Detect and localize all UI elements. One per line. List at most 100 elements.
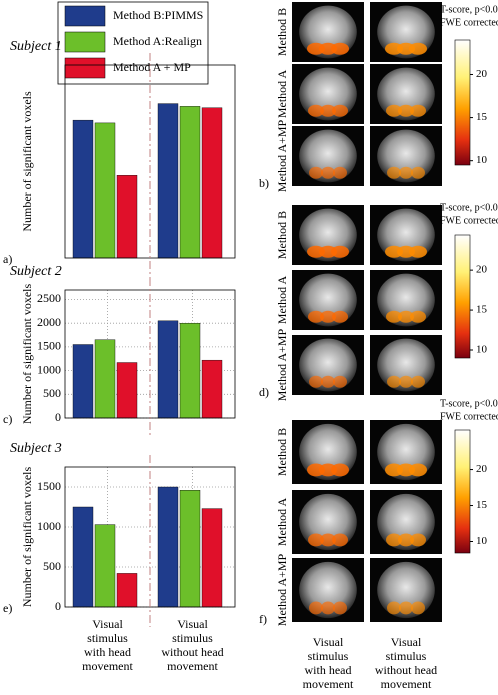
bar xyxy=(72,506,94,608)
activation xyxy=(410,533,426,547)
activation xyxy=(321,375,335,388)
panel-label: e) xyxy=(3,601,12,615)
row-label: Method B xyxy=(275,428,289,476)
activation xyxy=(411,166,425,179)
bar xyxy=(94,524,116,608)
activation xyxy=(331,42,349,55)
legend-swatch xyxy=(64,31,106,53)
bar xyxy=(157,320,179,419)
y-tick-label: 1000 xyxy=(37,519,61,533)
y-tick-label: 0 xyxy=(55,410,61,424)
y-axis-label: Number of significant voxels xyxy=(20,284,34,425)
activation xyxy=(333,166,347,179)
chart-title: Subject 1 xyxy=(10,39,62,54)
colorbar-title: FWE corrected xyxy=(440,215,498,226)
activation xyxy=(321,166,335,179)
activation xyxy=(321,601,335,615)
legend-label: Method A + MP xyxy=(113,60,191,74)
colorbar-tick-label: 15 xyxy=(476,499,488,511)
y-tick-label: 2000 xyxy=(37,315,61,329)
bar xyxy=(94,339,116,419)
activation xyxy=(398,533,414,547)
activation xyxy=(386,310,402,323)
activation xyxy=(320,310,336,323)
colorbar-tick-label: 15 xyxy=(476,304,488,316)
activation xyxy=(387,601,401,615)
bar xyxy=(94,122,116,259)
colorbar-title: T-score, p<0.05, xyxy=(440,4,498,15)
y-tick-label: 500 xyxy=(43,559,61,573)
column-label: Visual stimulus without head movement xyxy=(375,635,437,691)
y-tick-label: 0 xyxy=(55,599,61,613)
y-axis-label: Number of significant voxels xyxy=(20,91,34,232)
bar xyxy=(72,119,94,259)
y-axis-label: Number of significant voxels xyxy=(20,467,34,608)
activation xyxy=(399,601,413,615)
panel-label: b) xyxy=(259,176,269,190)
colorbar-tick-label: 10 xyxy=(476,344,488,356)
bar xyxy=(201,508,223,608)
activation xyxy=(332,533,348,547)
activation xyxy=(399,375,413,388)
colorbar-title: FWE corrected xyxy=(440,17,498,28)
bar xyxy=(157,486,179,608)
colorbar-tick-label: 20 xyxy=(476,264,488,276)
bar xyxy=(179,322,201,419)
colorbar xyxy=(454,39,471,166)
row-label: Method B xyxy=(275,8,289,56)
activation xyxy=(409,42,427,55)
row-label: Method A+MP xyxy=(275,119,289,192)
row-label: Method A+MP xyxy=(275,553,289,626)
activation xyxy=(320,533,336,547)
activation xyxy=(386,104,402,117)
activation xyxy=(399,166,413,179)
colorbar xyxy=(454,429,471,554)
activation xyxy=(309,601,323,615)
bar xyxy=(116,362,138,419)
activation xyxy=(411,601,425,615)
activation xyxy=(333,601,347,615)
activation xyxy=(398,310,414,323)
activation xyxy=(386,533,402,547)
bar xyxy=(157,103,179,259)
y-tick-label: 500 xyxy=(43,386,61,400)
bar xyxy=(201,107,223,259)
colorbar-tick-label: 20 xyxy=(476,68,488,80)
activation xyxy=(308,310,324,323)
bar xyxy=(179,490,201,608)
colorbar-tick-label: 20 xyxy=(476,463,488,475)
colorbar-title: FWE corrected xyxy=(440,411,498,422)
activation xyxy=(309,166,323,179)
activation xyxy=(410,310,426,323)
colorbar-title: T-score, p<0.05, xyxy=(440,398,498,409)
row-label: Method A+MP xyxy=(275,328,289,401)
activation xyxy=(411,375,425,388)
colorbar-tick-label: 15 xyxy=(476,111,488,123)
panel-label: a) xyxy=(3,252,12,266)
colorbar-tick-label: 10 xyxy=(476,154,488,166)
bar xyxy=(179,106,201,259)
legend-label: Method A:Realign xyxy=(113,34,202,48)
y-tick-label: 1000 xyxy=(37,362,61,376)
y-tick-label: 2500 xyxy=(37,291,61,305)
bar xyxy=(72,344,94,419)
bar xyxy=(116,175,138,259)
legend-swatch xyxy=(64,57,106,79)
activation xyxy=(331,463,349,477)
x-tick-label: Visual stimulus without head movement xyxy=(161,617,223,673)
activation xyxy=(308,104,324,117)
colorbar-title: T-score, p<0.05, xyxy=(440,202,498,213)
colorbar-tick-label: 10 xyxy=(476,535,488,547)
panel-label: c) xyxy=(3,412,12,426)
y-tick-label: 1500 xyxy=(37,479,61,493)
activation xyxy=(332,310,348,323)
row-label: Method A xyxy=(275,498,289,547)
chart-title: Subject 3 xyxy=(10,441,62,456)
chart-title: Subject 2 xyxy=(10,264,62,279)
row-label: Method B xyxy=(275,211,289,259)
panel-label: d) xyxy=(259,385,269,399)
row-label: Method A xyxy=(275,276,289,325)
activation xyxy=(309,375,323,388)
panel-label: f) xyxy=(259,612,267,626)
